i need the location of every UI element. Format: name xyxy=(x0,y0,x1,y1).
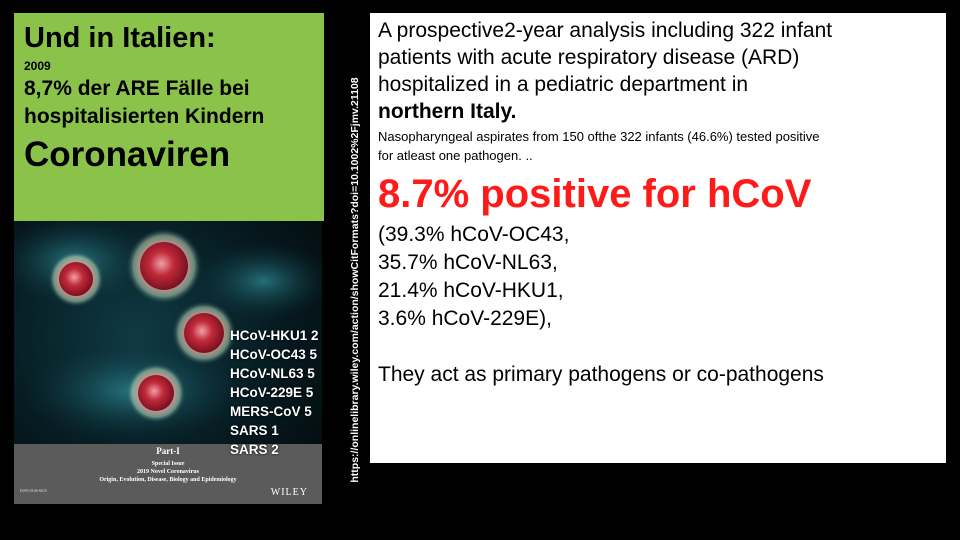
cover-issn: ISSN 0146-6615 xyxy=(20,488,48,493)
summary-title: Und in Italien: xyxy=(24,22,216,54)
virus-count-list: HCoV-HKU1 2 HCoV-OC43 5 HCoV-NL63 5 HCoV… xyxy=(230,326,319,459)
virus-count-item: HCoV-229E 5 xyxy=(230,385,314,400)
cover-title-panel: Part-I Special Issue 2019 Novel Coronavi… xyxy=(14,444,322,504)
virus-count-item: HCoV-NL63 5 xyxy=(230,366,315,381)
breakdown-line: 21.4% hCoV-HKU1, xyxy=(378,279,564,302)
cover-subtitle: Origin, Evolution, Disease, Biology and … xyxy=(99,477,237,483)
coronavirus-illustration xyxy=(14,221,322,441)
breakdown-line: 35.7% hCoV-NL63, xyxy=(378,251,558,274)
publisher-logo: WILEY xyxy=(270,487,308,498)
study-intro-line: hospitalized in a pediatric department i… xyxy=(378,73,749,96)
summary-box: Und in Italien: 2009 8,7% der ARE Fälle … xyxy=(14,13,324,221)
cover-novel-coronavirus: 2019 Novel Coronavirus xyxy=(137,469,199,475)
virus-count-item: MERS-CoV 5 xyxy=(230,404,312,419)
virus-particle xyxy=(138,375,174,411)
summary-year: 2009 xyxy=(24,59,51,73)
summary-line-2: hospitalisierten Kindern xyxy=(24,105,265,128)
breakdown-line: 3.6% hCoV-229E), xyxy=(378,307,552,330)
source-url[interactable]: https://onlinelibrary.wiley.com/action/s… xyxy=(349,77,361,483)
closing-statement: They act as primary pathogens or co-path… xyxy=(378,363,824,386)
headline-result: 8.7% positive for hCoV xyxy=(378,172,812,216)
summary-big-word: Coronaviren xyxy=(24,135,231,174)
study-method-note: Nasopharyngeal aspirates from 150 ofthe … xyxy=(378,127,938,165)
study-details-box: A prospective2-year analysis including 3… xyxy=(370,13,946,463)
breakdown-line: (39.3% hCoV-OC43, xyxy=(378,223,570,246)
cover-part-label: Part-I xyxy=(156,446,180,456)
virus-count-item: SARS 2 xyxy=(230,442,279,457)
summary-line-1: 8,7% der ARE Fälle bei xyxy=(24,77,250,100)
cell-haze xyxy=(194,241,322,321)
study-method-line: Nasopharyngeal aspirates from 150 ofthe … xyxy=(378,129,820,144)
study-location: northern Italy. xyxy=(378,100,517,123)
virus-particle xyxy=(184,313,224,353)
journal-cover: Part-I Special Issue 2019 Novel Coronavi… xyxy=(14,221,322,504)
virus-count-item: SARS 1 xyxy=(230,423,279,438)
cover-special-issue: Special Issue xyxy=(151,461,185,467)
virus-particle xyxy=(59,262,93,296)
spacer xyxy=(378,333,938,361)
study-method-line: for atleast one pathogen. .. xyxy=(378,148,533,163)
virus-count-item: HCoV-OC43 5 xyxy=(230,347,318,362)
study-intro-line: patients with acute respiratory disease … xyxy=(378,46,800,69)
virus-count-item: HCoV-HKU1 2 xyxy=(230,328,319,343)
virus-particle xyxy=(140,242,188,290)
study-intro-line: A prospective2-year analysis including 3… xyxy=(378,19,833,42)
